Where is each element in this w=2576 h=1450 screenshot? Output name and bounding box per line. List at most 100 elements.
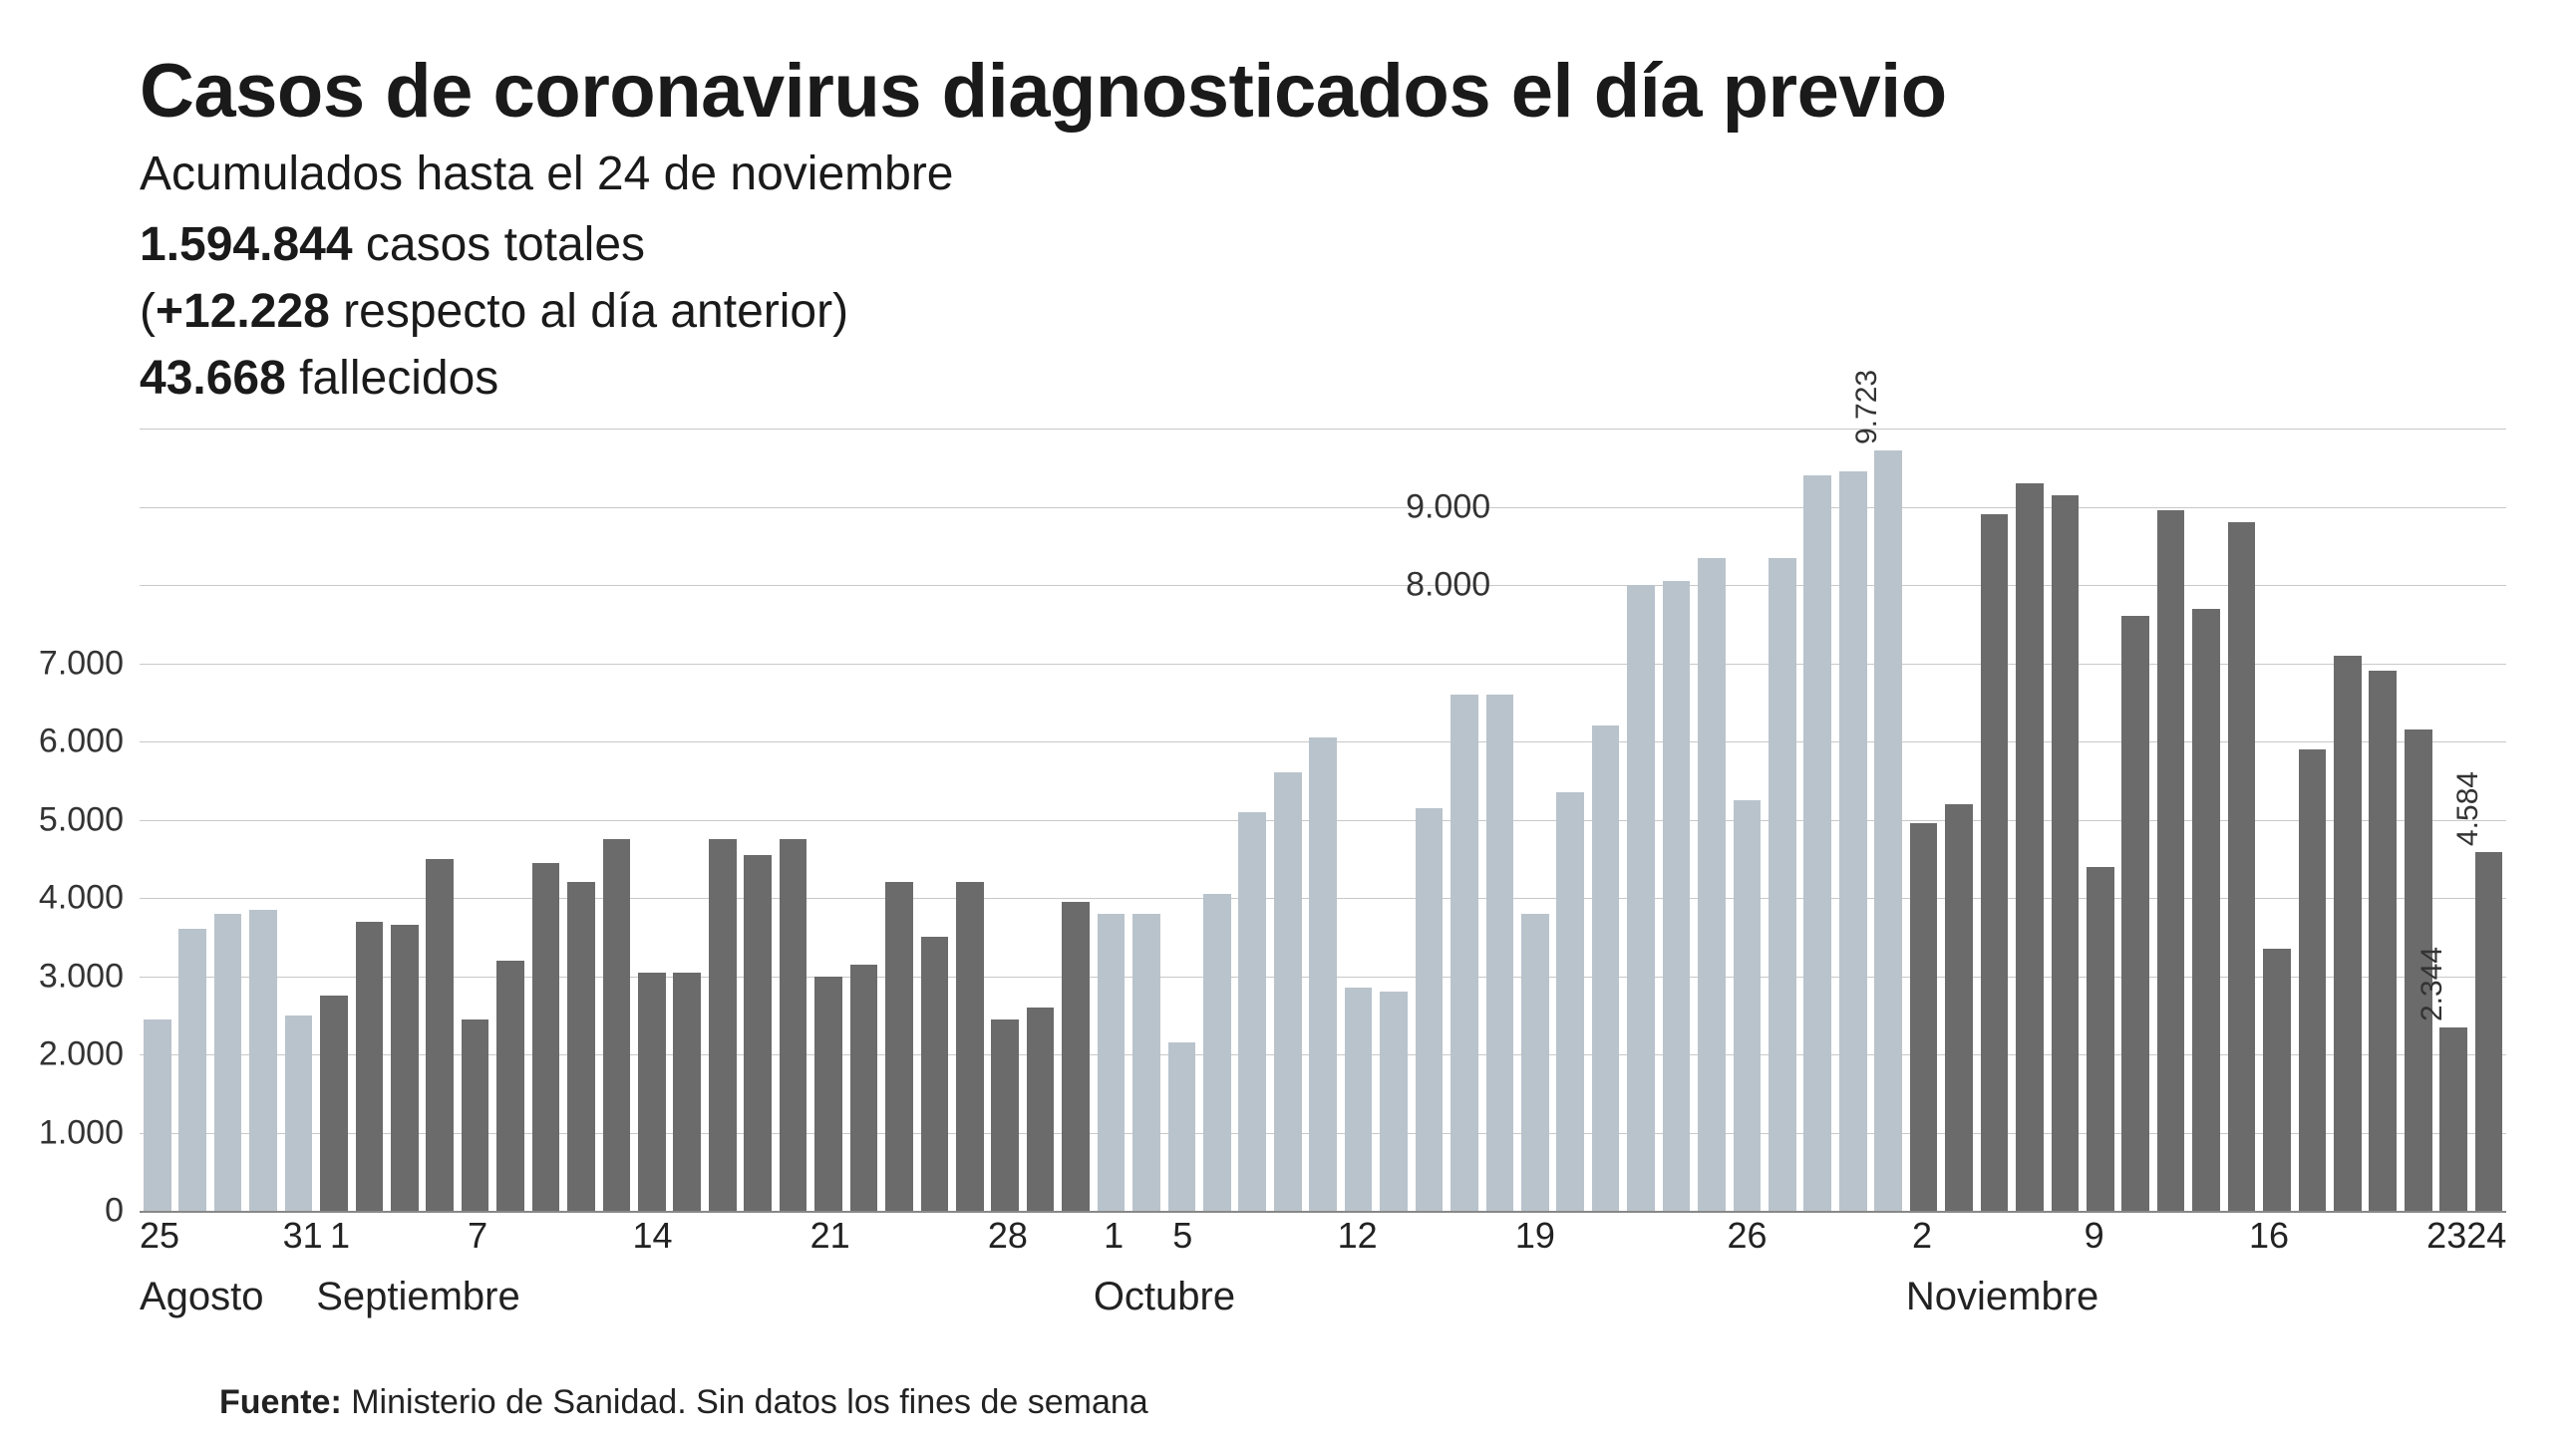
bar-slot [2012, 429, 2047, 1211]
month-label-slot [1659, 1275, 1694, 1330]
bar [1416, 808, 1444, 1211]
x-tick-label [1269, 1215, 1304, 1271]
month-label-slot [634, 1275, 669, 1330]
month-label-slot [1870, 1275, 1905, 1330]
month-label-slot [2330, 1275, 2365, 1330]
bar-slot [1447, 429, 1481, 1211]
stat-deaths: 43.668 fallecidos [140, 351, 2456, 406]
x-tick-label [1412, 1215, 1447, 1271]
month-label-slot [528, 1275, 563, 1330]
month-label-slot: Noviembre [1906, 1275, 1941, 1330]
bar [1592, 725, 1620, 1211]
x-tick-label: 7 [461, 1215, 495, 1271]
delta-value: +12.228 [156, 285, 330, 338]
x-tick-label: 1 [1097, 1215, 1131, 1271]
bar-slot [2153, 429, 2188, 1211]
x-tick-label [426, 1215, 461, 1271]
bar-slot [776, 429, 810, 1211]
bar-slot [1659, 429, 1694, 1211]
bar [780, 839, 807, 1211]
x-tick-label [1378, 1215, 1413, 1271]
x-tick-label [919, 1215, 954, 1271]
stat-total-cases: 1.594.844 casos totales [140, 217, 2456, 272]
bar [285, 1015, 313, 1211]
bar [991, 1019, 1019, 1211]
month-label-slot [2188, 1275, 2223, 1330]
x-tick-label [1624, 1215, 1659, 1271]
bar [1769, 558, 1796, 1211]
bar-slot [1376, 429, 1411, 1211]
bar [1132, 914, 1160, 1211]
x-tick-label [529, 1215, 564, 1271]
bar-slot [1694, 429, 1729, 1211]
month-label-slot [1588, 1275, 1623, 1330]
x-tick-label [1836, 1215, 1871, 1271]
y-tick-label: 2.000 [39, 1035, 124, 1074]
month-label-slot [2048, 1275, 2083, 1330]
bar-slot [2330, 429, 2365, 1211]
x-tick-label [953, 1215, 988, 1271]
x-tick-label [1658, 1215, 1693, 1271]
month-label-slot [599, 1275, 634, 1330]
deaths-value: 43.668 [140, 352, 286, 405]
bar-slot [423, 429, 458, 1211]
x-tick-label: 23 [2426, 1215, 2466, 1271]
bar [1345, 988, 1373, 1211]
bar-slot [1235, 429, 1270, 1211]
bar-value-label: 2.344 [2415, 947, 2449, 1021]
bar-slot [245, 429, 280, 1211]
deaths-label: fallecidos [286, 352, 498, 405]
month-label-slot [810, 1275, 845, 1330]
month-label-slot [1447, 1275, 1481, 1330]
x-tick-label [2008, 1215, 2043, 1271]
bar [1521, 914, 1549, 1211]
bar [391, 925, 419, 1211]
month-label-slot [2435, 1275, 2470, 1330]
bar-slot [281, 429, 316, 1211]
bar-slot [2224, 429, 2259, 1211]
y-tick-label: 5.000 [39, 800, 124, 839]
month-label-slot [563, 1275, 598, 1330]
y-tick-label: 6.000 [39, 723, 124, 761]
bar [2052, 495, 2080, 1211]
source-text: Ministerio de Sanidad. Sin datos los fin… [342, 1383, 1148, 1421]
month-label-slot [988, 1275, 1023, 1330]
bar-slot [1977, 429, 2012, 1211]
x-tick-label [2393, 1215, 2427, 1271]
x-tick-label [1234, 1215, 1269, 1271]
month-label-slot [2366, 1275, 2401, 1330]
month-label-slot [1023, 1275, 1058, 1330]
bar-slot [2295, 429, 2330, 1211]
x-tick-label [850, 1215, 885, 1271]
x-tick-label: 28 [988, 1215, 1028, 1271]
x-tick-label [776, 1215, 810, 1271]
month-label-slot [1800, 1275, 1835, 1330]
bar-slot: 9.723 [1870, 429, 1905, 1211]
bar-slot [705, 429, 740, 1211]
x-tick-label: 1 [323, 1215, 358, 1271]
source-label: Fuente: [219, 1383, 342, 1421]
bar [1803, 475, 1831, 1211]
bar-slot [458, 429, 492, 1211]
bar-slot [810, 429, 845, 1211]
month-label-slot [423, 1275, 458, 1330]
month-label-slot [2012, 1275, 2047, 1330]
y-tick-label: 7.000 [39, 644, 124, 683]
month-label-slot [1517, 1275, 1552, 1330]
bar-slot [2366, 429, 2401, 1211]
x-tick-label [707, 1215, 742, 1271]
month-label-slot [1835, 1275, 1870, 1330]
x-tick-label [1130, 1215, 1165, 1271]
x-tick-label [2145, 1215, 2180, 1271]
chart-subtitle: Acumulados hasta el 24 de noviembre [140, 146, 2456, 201]
bar [320, 996, 348, 1211]
month-label-slot [1977, 1275, 2012, 1330]
bar [956, 882, 984, 1211]
x-tick-label [1447, 1215, 1481, 1271]
month-label-slot [1270, 1275, 1305, 1330]
bar [1910, 823, 1938, 1211]
bar [356, 922, 384, 1211]
month-label-slot [1235, 1275, 1270, 1330]
x-tick-label [1801, 1215, 1836, 1271]
bar [921, 937, 949, 1211]
